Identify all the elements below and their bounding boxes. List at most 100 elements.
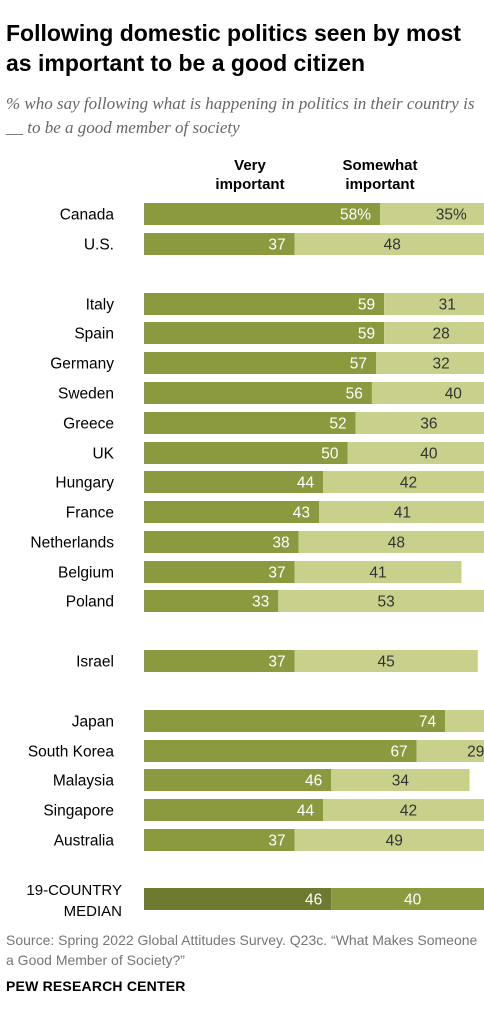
category-label-uk: UK (92, 446, 114, 463)
value-label-somewhat-belgium: 41 (369, 565, 386, 582)
bar-somewhat-uk (347, 442, 484, 464)
value-label-very-sweden: 56 (346, 386, 363, 403)
bar-somewhat-germany (375, 352, 484, 374)
legend-very-important: Very important (215, 157, 285, 193)
category-label-israel: Israel (76, 654, 114, 671)
category-label-netherlands: Netherlands (30, 535, 114, 552)
category-label-singapore: Singapore (43, 803, 114, 820)
value-label-very-greece: 52 (329, 416, 346, 433)
bar-somewhat-south-korea (416, 740, 484, 762)
bar-somewhat-italy (384, 293, 484, 315)
value-label-very-malaysia: 46 (305, 773, 322, 790)
category-label-malaysia: Malaysia (53, 773, 115, 790)
value-label-somewhat-spain: 28 (432, 326, 449, 343)
category-label-greece: Greece (63, 416, 114, 433)
bar-very-poland (144, 590, 279, 612)
bar-somewhat-u-s (294, 233, 484, 255)
value-label-somewhat-poland: 53 (378, 594, 395, 611)
bar-very-netherlands (144, 531, 299, 553)
bar-very-uk (144, 442, 348, 464)
bar-very-sweden (144, 382, 372, 404)
value-label-very-19-country-median: 46 (305, 892, 322, 909)
category-label-poland: Poland (66, 594, 114, 611)
bar-somewhat-spain (384, 322, 484, 344)
value-label-somewhat-netherlands: 48 (388, 535, 405, 552)
category-label-u-s: U.S. (84, 237, 114, 254)
bar-very-spain (144, 322, 385, 344)
value-label-very-hungary: 44 (297, 475, 315, 492)
value-label-somewhat-uk: 40 (420, 446, 438, 463)
bar-very-19-country-median (144, 888, 332, 910)
value-label-very-france: 43 (293, 505, 310, 522)
value-label-very-spain: 59 (358, 326, 375, 343)
category-label-japan: Japan (72, 714, 114, 731)
bar-somewhat-netherlands (298, 531, 484, 553)
source-note: Source: Spring 2022 Global Attitudes Sur… (6, 932, 478, 968)
category-label-spain: Spain (74, 326, 114, 343)
bar-very-malaysia (144, 769, 332, 791)
bar-very-greece (144, 412, 356, 434)
bar-chart: 58% 35% Canada 37 48 U.S. 59 31 Italy 59 28 Spain 57… (26, 203, 484, 920)
value-label-somewhat-malaysia: 34 (392, 773, 410, 790)
bar-somewhat-canada (380, 203, 484, 225)
category-label-france: France (66, 505, 114, 522)
bar-very-germany (144, 352, 376, 374)
bar-somewhat-israel (294, 650, 478, 672)
bar-somewhat-japan (445, 710, 484, 732)
legend-somewhat-important: Somewhat important (342, 157, 418, 193)
bar-very-australia (144, 829, 295, 851)
value-label-very-belgium: 37 (268, 565, 285, 582)
bar-somewhat-greece (355, 412, 484, 434)
category-label-south-korea: South Korea (28, 744, 115, 761)
value-label-somewhat-australia: 49 (386, 833, 403, 850)
bar-somewhat-hungary (323, 471, 484, 493)
bar-somewhat-sweden (371, 382, 484, 404)
category-label-belgium: Belgium (58, 565, 114, 582)
value-label-somewhat-france: 41 (394, 505, 411, 522)
bar-very-japan (144, 710, 446, 732)
value-label-somewhat-canada: 35% (436, 207, 467, 224)
bar-somewhat-poland (278, 590, 484, 612)
bar-very-hungary (144, 471, 324, 493)
value-label-very-japan: 74 (419, 714, 437, 731)
value-label-somewhat-u-s: 48 (384, 237, 401, 254)
bar-somewhat-19-country-median (331, 888, 484, 910)
category-label-19-country-median-line1: 19-COUNTRY (26, 882, 122, 899)
value-label-somewhat-sweden: 40 (445, 386, 463, 403)
value-label-very-uk: 50 (321, 446, 339, 463)
bar-somewhat-australia (294, 829, 484, 851)
value-label-very-south-korea: 67 (390, 744, 407, 761)
bar-very-canada (144, 203, 381, 225)
value-label-somewhat-greece: 36 (420, 416, 437, 433)
value-label-very-italy: 59 (358, 297, 375, 314)
bar-very-u-s (144, 233, 295, 255)
value-label-very-singapore: 44 (297, 803, 315, 820)
value-label-very-u-s: 37 (268, 237, 285, 254)
chart-subtitle: % who say following what is happening in… (6, 94, 475, 137)
category-label-19-country-median-line2: MEDIAN (64, 903, 122, 920)
bar-somewhat-malaysia (331, 769, 470, 791)
value-label-somewhat-israel: 45 (378, 654, 395, 671)
category-label-germany: Germany (50, 356, 114, 373)
value-label-very-netherlands: 38 (272, 535, 289, 552)
bar-very-singapore (144, 799, 324, 821)
value-label-somewhat-south-korea: 29 (467, 744, 484, 761)
bar-very-france (144, 501, 320, 523)
value-label-somewhat-italy: 31 (439, 297, 456, 314)
category-label-australia: Australia (54, 833, 115, 850)
bar-very-belgium (144, 561, 295, 583)
category-label-canada: Canada (60, 207, 115, 224)
bar-very-israel (144, 650, 295, 672)
bar-somewhat-singapore (323, 799, 484, 821)
value-label-somewhat-19-country-median: 40 (404, 892, 422, 909)
value-label-somewhat-germany: 32 (432, 356, 449, 373)
value-label-somewhat-hungary: 42 (400, 475, 417, 492)
category-label-hungary: Hungary (55, 475, 114, 492)
bar-very-south-korea (144, 740, 417, 762)
value-label-very-israel: 37 (268, 654, 285, 671)
bar-somewhat-france (319, 501, 484, 523)
chart-title: Following domestic politics seen by most… (6, 20, 461, 76)
category-label-italy: Italy (86, 297, 115, 314)
value-label-somewhat-singapore: 42 (400, 803, 417, 820)
value-label-very-australia: 37 (268, 833, 285, 850)
